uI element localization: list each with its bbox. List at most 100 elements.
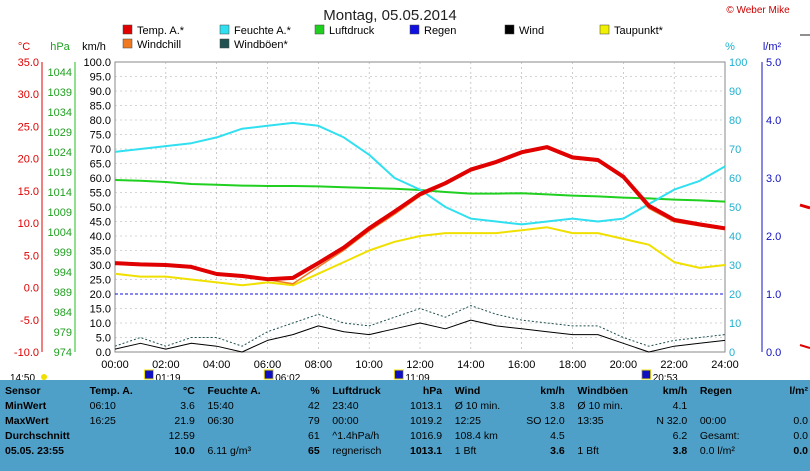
legend-swatch xyxy=(409,24,420,35)
cell: 23:40 xyxy=(332,399,359,412)
cell: 3.8 xyxy=(550,399,565,412)
humidity-tick-label: 70 xyxy=(729,144,741,156)
pressure-tick-label: 1039 xyxy=(48,87,72,99)
cell: 0.0 xyxy=(793,429,808,442)
wind-tick-label: 20.0 xyxy=(90,289,111,301)
cell xyxy=(760,398,810,413)
temp-tick-label: 0.0 xyxy=(24,283,39,295)
series-line-wind xyxy=(114,319,726,353)
cell: 0.0 l/m² xyxy=(699,444,735,457)
wind-tick-label: 90.0 xyxy=(90,86,111,98)
pressure-tick-label: 1004 xyxy=(48,227,72,239)
rain-unit-header: l/m² xyxy=(789,384,808,397)
event-label: 01:19 xyxy=(156,373,181,380)
legend-label: Windböen* xyxy=(234,39,289,51)
legend-swatch xyxy=(314,24,325,35)
pressure-tick-label: 989 xyxy=(54,287,72,299)
temp-tick-label: 25.0 xyxy=(18,121,39,133)
summary-table: Sensor Temp. A. °C Feuchte A. % Luftdruc… xyxy=(3,383,810,458)
spacer xyxy=(689,383,698,398)
cell: Ø 10 min. xyxy=(577,399,623,412)
rain-tick-label: 3.0 xyxy=(766,173,781,185)
pressure-tick-label: 979 xyxy=(54,327,72,339)
pressure-tick-label: 999 xyxy=(54,247,72,259)
wind-unit-label: km/h xyxy=(82,41,106,53)
pressure-tick-label: 984 xyxy=(54,307,72,319)
pressure-unit-header: hPa xyxy=(422,384,443,397)
humidity-tick-label: 40 xyxy=(729,231,741,243)
rain-tick-label: 2.0 xyxy=(766,231,781,243)
legend-label: Regen xyxy=(424,25,456,37)
row-label: Durchschnitt xyxy=(5,429,70,442)
event-label: 06:02 xyxy=(275,373,300,380)
cell: 13:35 xyxy=(577,414,604,427)
wind-tick-label: 10.0 xyxy=(90,318,111,330)
cell: 4.5 xyxy=(550,429,565,442)
humidity-tick-label: 10 xyxy=(729,318,741,330)
x-tick-label: 10:00 xyxy=(355,359,383,371)
wind-tick-label: 75.0 xyxy=(90,130,111,142)
pressure-unit-label: hPa xyxy=(50,41,70,53)
spacer xyxy=(197,383,206,398)
legend-label: Taupunkt* xyxy=(614,25,664,37)
gust-unit-header: km/h xyxy=(662,384,688,397)
copyright-label: © Weber Mike xyxy=(726,5,790,16)
pressure-tick-label: 1024 xyxy=(48,147,72,159)
legend-swatch xyxy=(599,24,610,35)
x-tick-label: 24:00 xyxy=(711,359,739,371)
pressure-tick-label: 974 xyxy=(54,347,72,359)
wind-tick-label: 55.0 xyxy=(90,188,111,200)
gust-header: Windböen xyxy=(577,384,629,397)
wind-tick-label: 70.0 xyxy=(90,144,111,156)
x-tick-label: 22:00 xyxy=(660,359,688,371)
rain-header: Regen xyxy=(699,384,732,397)
spacer xyxy=(444,383,453,398)
humidity-unit-header: % xyxy=(310,384,320,397)
cell xyxy=(88,443,141,458)
rain-tick-label: 0.0 xyxy=(766,347,781,359)
legend-label: Feuchte A.* xyxy=(234,25,292,37)
cell: SO 12.0 xyxy=(526,414,565,427)
wind-tick-label: 80.0 xyxy=(90,115,111,127)
series-line-windb-en xyxy=(114,305,726,347)
event-label: 20:53 xyxy=(653,373,678,380)
humidity-unit-label: % xyxy=(725,41,735,53)
wind-tick-label: 40.0 xyxy=(90,231,111,243)
humidity-header: Feuchte A. xyxy=(207,384,261,397)
legend-swatch xyxy=(504,24,515,35)
sun-marker xyxy=(41,374,47,380)
x-tick-label: 20:00 xyxy=(610,359,638,371)
wind-tick-label: 5.0 xyxy=(96,333,111,345)
rain-tick-label: 4.0 xyxy=(766,115,781,127)
event-marker xyxy=(641,369,652,380)
humidity-tick-label: 80 xyxy=(729,115,741,127)
temp-tick-label: 20.0 xyxy=(18,154,39,166)
x-tick-label: 08:00 xyxy=(305,359,333,371)
series-line-feuchte-a xyxy=(114,121,726,226)
humidity-tick-label: 60 xyxy=(729,173,741,185)
cell: 21.9 xyxy=(174,414,195,427)
cell: 0.0 xyxy=(793,414,808,427)
cell: 1019.2 xyxy=(409,414,443,427)
cell: ^1.4hPa/h xyxy=(332,429,380,442)
pressure-tick-label: 1044 xyxy=(48,67,72,79)
chart-legend: Temp. A.* Feuchte A.* Luftdruck Regen Wind Ta… xyxy=(122,24,664,51)
legend-swatch xyxy=(122,24,133,35)
chart-title: Montag, 05.05.2014 xyxy=(323,7,456,24)
event-markers: 14:50 01:19 06:02 11:09 20:53 xyxy=(10,369,678,380)
wind-tick-label: 95.0 xyxy=(90,72,111,84)
wind-tick-label: 30.0 xyxy=(90,260,111,272)
x-tick-label: 00:00 xyxy=(101,359,129,371)
wind-tick-label: 0.0 xyxy=(96,347,111,359)
row-label: MinWert xyxy=(5,399,47,412)
temp-header: Temp. A. xyxy=(89,384,133,397)
cell: 3.8 xyxy=(672,444,688,457)
humidity-tick-label: 0 xyxy=(729,347,735,359)
temp-tick-label: -5.0 xyxy=(20,315,39,327)
cell: 00:00 xyxy=(332,414,359,427)
x-tick-label: 02:00 xyxy=(152,359,180,371)
cell: 4.1 xyxy=(672,399,688,412)
wind-tick-label: 100.0 xyxy=(83,57,111,69)
cell: 108.4 km xyxy=(454,429,498,442)
cell: Gesamt: xyxy=(699,429,740,442)
